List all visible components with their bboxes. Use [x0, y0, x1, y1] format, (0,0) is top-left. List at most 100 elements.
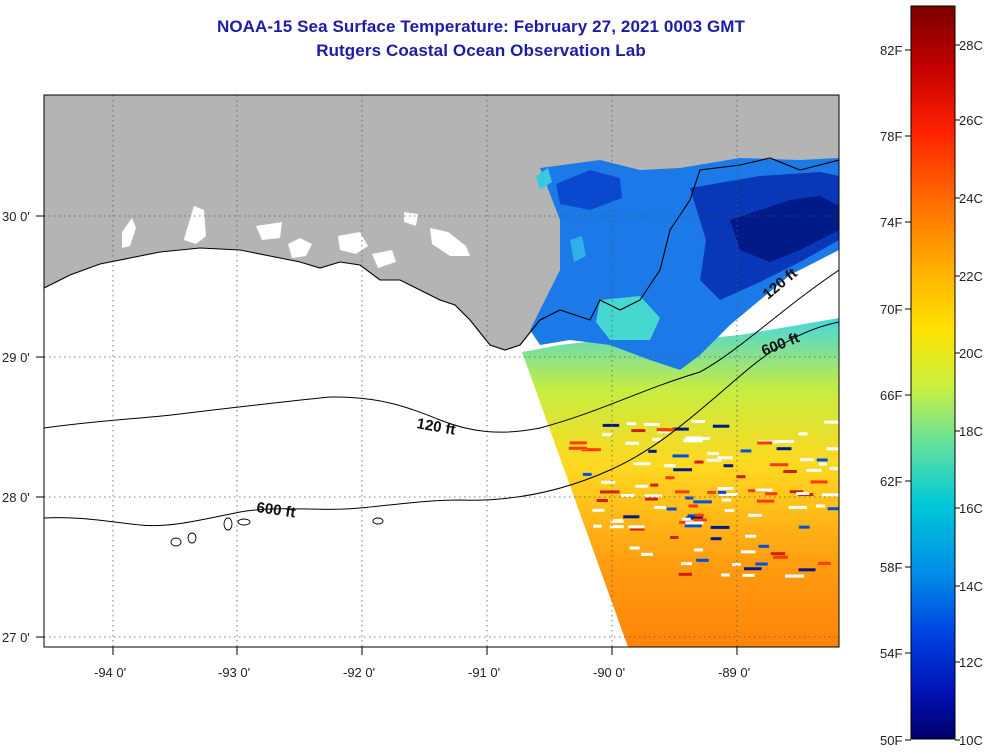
noise-streak — [827, 507, 839, 511]
colorbar-c-label: 12C — [959, 655, 983, 670]
noise-streak — [687, 514, 700, 518]
noise-streak — [582, 472, 592, 476]
noise-streak — [670, 535, 679, 539]
colorbar-c-label: 10C — [959, 733, 983, 748]
colorbar-c-label: 18C — [959, 424, 983, 439]
colorbar-c-label: 26C — [959, 113, 983, 128]
map-subtitle: Rutgers Coastal Ocean Observation Lab — [316, 41, 646, 60]
noise-streak — [756, 499, 775, 503]
noise-streak — [599, 490, 620, 494]
noise-streak — [818, 561, 831, 565]
noise-streak — [798, 568, 816, 572]
noise-streak — [755, 562, 768, 566]
noise-streak — [784, 574, 805, 578]
lon-label: -93 0' — [218, 665, 250, 680]
noise-streak — [602, 423, 620, 427]
noise-streak — [742, 573, 755, 577]
noise-streak — [810, 480, 828, 484]
noise-streak — [674, 490, 690, 494]
noise-streak — [694, 460, 704, 464]
noise-streak — [707, 490, 717, 494]
noise-streak — [747, 513, 762, 517]
noise-streak — [645, 497, 658, 501]
cloud-streaks — [568, 420, 839, 578]
noise-streak — [592, 508, 605, 512]
plot-area — [44, 95, 839, 647]
colorbar-c-label: 22C — [959, 269, 983, 284]
noise-streak — [650, 483, 659, 487]
noise-streak — [678, 572, 692, 576]
noise-streak — [829, 467, 838, 471]
noise-streak — [640, 552, 654, 556]
noise-streak — [680, 562, 692, 566]
contour-600ft — [44, 321, 839, 527]
noise-streak — [673, 468, 693, 472]
noise-streak — [796, 491, 810, 495]
noise-streak — [609, 525, 624, 529]
noise-streak — [688, 504, 698, 508]
noise-streak — [593, 524, 602, 528]
noise-streak — [685, 516, 703, 520]
noise-streak — [696, 558, 709, 562]
noise-streak — [755, 488, 773, 492]
noise-streak — [717, 490, 727, 494]
noise-streak — [648, 449, 657, 453]
noise-streak — [626, 422, 637, 426]
noise-streak — [685, 496, 694, 500]
noise-streak — [816, 458, 828, 462]
noise-streak — [731, 563, 742, 567]
graticule — [44, 95, 839, 647]
contour-120ft — [44, 269, 839, 433]
noise-streak — [656, 428, 669, 432]
noise-streak — [800, 458, 814, 462]
noise-streak — [672, 427, 689, 431]
lon-label: -92 0' — [343, 665, 375, 680]
noise-streak — [744, 567, 762, 571]
noise-streak — [568, 446, 587, 450]
noise-streak — [816, 504, 826, 508]
noise-streak — [672, 454, 689, 458]
noise-streak — [644, 494, 662, 498]
noise-streak — [736, 475, 746, 479]
noise-streak — [621, 494, 635, 498]
lat-label: 27 0' — [2, 630, 30, 645]
noise-streak — [798, 525, 810, 529]
noise-streak — [652, 438, 662, 442]
colorbar-c-label: 16C — [959, 501, 983, 516]
noise-streak — [602, 433, 612, 437]
noise-streak — [644, 423, 660, 427]
noise-streak — [694, 513, 704, 517]
noise-streak — [712, 424, 730, 428]
lon-axis: -94 0' -93 0' -92 0' -91 0' -90 0' -89 0… — [94, 665, 750, 680]
lon-label: -91 0' — [468, 665, 500, 680]
noise-streak — [765, 492, 778, 496]
noise-streak — [696, 437, 710, 441]
noise-streak — [719, 492, 738, 496]
noise-streak — [596, 499, 608, 503]
noise-streak — [665, 476, 675, 480]
colorbar-f-label: 54F — [880, 646, 902, 661]
noise-streak — [601, 480, 616, 484]
colorbar-c-label: 20C — [959, 346, 983, 361]
noise-streak — [633, 462, 651, 466]
noise-streak — [721, 498, 732, 502]
lon-label: -90 0' — [593, 665, 625, 680]
seafloor-features — [170, 517, 384, 547]
noise-streak — [710, 525, 730, 529]
noise-streak — [658, 430, 669, 434]
noise-streak — [631, 429, 646, 433]
noise-streak — [693, 518, 707, 522]
noise-streak — [623, 515, 640, 519]
colorbar-c-label: 14C — [959, 579, 983, 594]
noise-streak — [710, 537, 722, 541]
lakes — [122, 206, 470, 268]
colorbar-c-ticks — [955, 44, 960, 741]
noise-streak — [653, 505, 667, 509]
contour-label-600ft: 600 ft — [255, 499, 296, 521]
noise-streak — [683, 439, 703, 443]
noise-streak — [569, 441, 587, 445]
lat-label: 28 0' — [2, 490, 30, 505]
noise-streak — [783, 469, 797, 473]
colorbar-c-label: 24C — [959, 191, 983, 206]
